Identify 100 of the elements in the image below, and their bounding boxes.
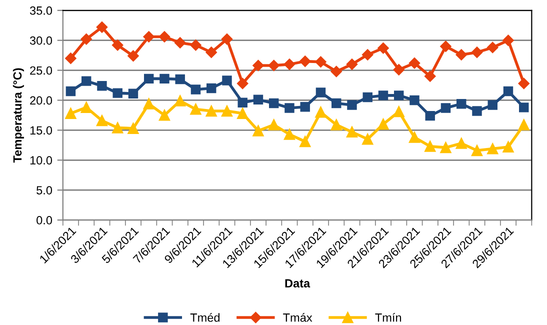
y-tick-label: 5.0 [36,186,52,194]
point [519,102,529,112]
point [332,98,342,108]
point [128,88,138,99]
point [362,49,374,60]
point [315,106,326,118]
point [80,34,92,45]
y-tick-label: 15.0 [30,126,52,135]
point [378,118,389,130]
point [503,86,514,96]
point [425,110,435,121]
point [237,78,248,90]
point [487,42,498,54]
point [316,88,326,98]
point [502,141,514,153]
point [424,70,436,82]
point [362,92,372,102]
point [268,60,280,72]
point [487,143,498,154]
point [346,58,358,70]
point [112,122,124,134]
point [440,142,452,154]
point [190,84,201,94]
point [394,90,404,100]
point [144,74,154,84]
point [158,110,170,121]
point [66,86,76,96]
legend-label: Tméd [190,312,220,322]
point [472,106,482,116]
point [221,105,233,117]
point [284,58,296,70]
y-tick-label: 20.0 [30,96,52,105]
point [300,102,310,112]
point [206,105,217,117]
point [440,103,451,113]
point [128,122,139,134]
point [268,119,280,130]
point [393,106,404,118]
point [393,64,404,76]
point [174,95,186,106]
point [330,119,342,130]
point [143,31,154,42]
point [96,115,108,126]
y-tick-label: 25.0 [30,66,52,75]
point [96,22,108,33]
point [378,42,389,54]
point [128,50,139,62]
legend-label: Tmín [375,312,402,322]
y-tick-label: 10.0 [30,156,52,165]
point [471,144,483,156]
point [440,40,452,52]
point [268,98,279,108]
point [362,134,374,145]
point [408,132,420,143]
point [300,56,311,67]
point [408,58,420,69]
point [160,74,170,84]
point [238,98,248,108]
point [346,126,358,138]
point [143,98,154,110]
y-tick-label: 30.0 [30,36,52,45]
point [456,138,467,149]
point [456,49,467,60]
legend-label: Tmáx [283,312,312,322]
point [315,56,326,68]
point [112,88,122,98]
point [65,108,76,119]
point [378,90,388,100]
point [221,34,233,45]
point [410,95,420,106]
point [284,128,296,140]
point [174,37,186,48]
point [237,108,248,119]
point [65,52,76,64]
point [81,76,92,86]
point [284,103,294,113]
point [206,83,216,94]
point [347,100,357,110]
point [330,66,342,78]
point [456,98,466,109]
point [253,94,264,104]
x-axis-title: Data [285,279,310,288]
point [488,100,498,110]
y-tick-label: 35.0 [30,6,52,15]
point [300,136,311,148]
point [502,34,514,46]
point [206,46,217,58]
point [222,76,232,86]
point [471,46,483,58]
point [518,119,530,130]
point [190,40,202,51]
y-tick-label: 0.0 [36,216,52,224]
point [190,104,202,115]
point [158,31,170,42]
point [252,60,264,72]
point [424,140,436,152]
point [80,102,92,113]
point [518,78,530,90]
point [252,125,264,136]
point [97,81,107,91]
